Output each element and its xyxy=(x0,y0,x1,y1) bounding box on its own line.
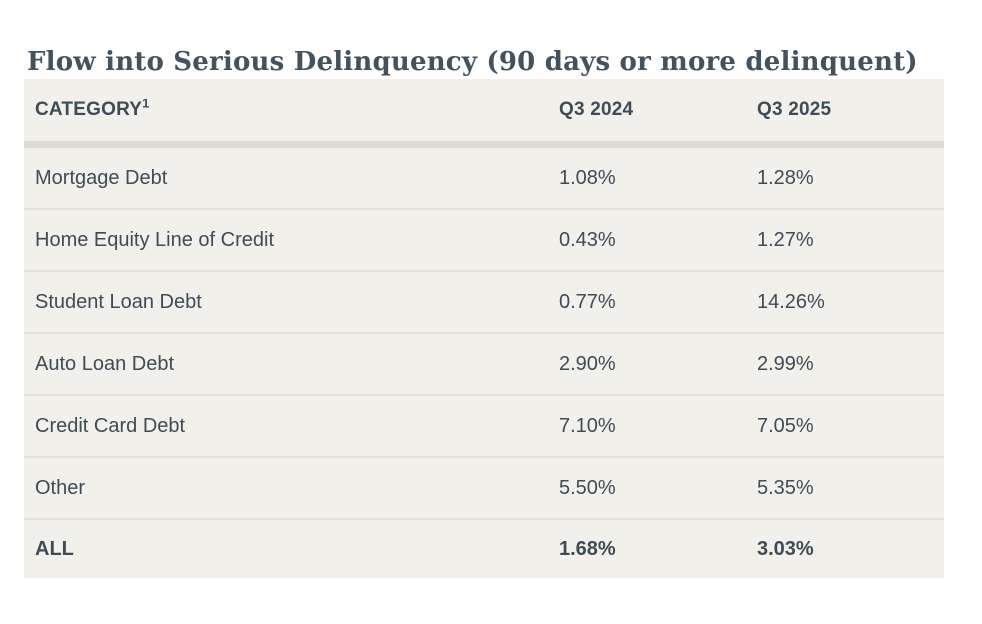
q3-2024-header-label: Q3 2024 xyxy=(559,99,634,120)
page-title: Flow into Serious Delinquency (90 days o… xyxy=(27,47,918,78)
footnote-marker: 1 xyxy=(142,99,150,111)
category-cell: Credit Card Debt xyxy=(24,415,559,438)
q3-2024-cell: 0.43% xyxy=(559,229,757,252)
category-label: Auto Loan Debt xyxy=(35,352,174,375)
q3-2024-value: 5.50% xyxy=(559,476,616,499)
q3-2025-value: 7.05% xyxy=(757,414,814,437)
q3-2025-cell: 14.26% xyxy=(757,291,944,314)
q3-2024-value: 1.68% xyxy=(559,537,616,560)
q3-2025-cell: 3.03% xyxy=(757,538,944,561)
q3-2024-cell: 0.77% xyxy=(559,291,757,314)
category-cell: Student Loan Debt xyxy=(24,291,559,314)
q3-2024-cell: 2.90% xyxy=(559,353,757,376)
q3-2025-cell: 2.99% xyxy=(757,353,944,376)
q3-2025-value: 5.35% xyxy=(757,476,814,499)
q3-2024-cell: 1.08% xyxy=(559,167,757,190)
category-label: ALL xyxy=(35,537,74,560)
q3-2024-value: 1.08% xyxy=(559,166,616,189)
q3-2024-value: 0.43% xyxy=(559,228,616,251)
q3-2025-value: 1.28% xyxy=(757,166,814,189)
category-cell: Home Equity Line of Credit xyxy=(24,229,559,252)
table-row: Mortgage Debt 1.08% 1.28% xyxy=(24,148,944,210)
q3-2024-value: 0.77% xyxy=(559,290,616,313)
q3-2024-cell: 7.10% xyxy=(559,415,757,438)
q3-2024-cell: 5.50% xyxy=(559,477,757,500)
delinquency-table: CATEGORY1 Q3 2024 Q3 2025 Mortgage Debt … xyxy=(24,79,944,578)
q3-2025-column-header: Q3 2025 xyxy=(757,99,944,121)
category-cell: ALL xyxy=(24,538,559,561)
table-row: Other 5.50% 5.35% xyxy=(24,458,944,520)
table-header-row: CATEGORY1 Q3 2024 Q3 2025 xyxy=(24,79,944,148)
table-body: Mortgage Debt 1.08% 1.28% Home Equity Li… xyxy=(24,148,944,578)
category-header-label: CATEGORY xyxy=(35,99,143,120)
category-label: Mortgage Debt xyxy=(35,166,168,189)
table-row: Student Loan Debt 0.77% 14.26% xyxy=(24,272,944,334)
q3-2024-cell: 1.68% xyxy=(559,538,757,561)
table-row: Home Equity Line of Credit 0.43% 1.27% xyxy=(24,210,944,272)
category-cell: Mortgage Debt xyxy=(24,167,559,190)
q3-2024-column-header: Q3 2024 xyxy=(559,99,757,121)
q3-2025-value: 2.99% xyxy=(757,352,814,375)
category-label: Other xyxy=(35,476,86,499)
q3-2025-value: 14.26% xyxy=(757,290,825,313)
category-column-header: CATEGORY1 xyxy=(24,99,559,121)
q3-2025-cell: 5.35% xyxy=(757,477,944,500)
q3-2025-header-label: Q3 2025 xyxy=(757,99,832,120)
q3-2025-cell: 7.05% xyxy=(757,415,944,438)
q3-2024-value: 2.90% xyxy=(559,352,616,375)
q3-2025-value: 1.27% xyxy=(757,228,814,251)
category-label: Credit Card Debt xyxy=(35,414,186,437)
table-row: Credit Card Debt 7.10% 7.05% xyxy=(24,396,944,458)
q3-2024-value: 7.10% xyxy=(559,414,616,437)
table-row: ALL 1.68% 3.03% xyxy=(24,520,944,578)
category-cell: Auto Loan Debt xyxy=(24,353,559,376)
q3-2025-value: 3.03% xyxy=(757,537,814,560)
category-label: Student Loan Debt xyxy=(35,290,202,313)
q3-2025-cell: 1.28% xyxy=(757,167,944,190)
category-cell: Other xyxy=(24,477,559,500)
category-label: Home Equity Line of Credit xyxy=(35,228,275,251)
table-row: Auto Loan Debt 2.90% 2.99% xyxy=(24,334,944,396)
q3-2025-cell: 1.27% xyxy=(757,229,944,252)
